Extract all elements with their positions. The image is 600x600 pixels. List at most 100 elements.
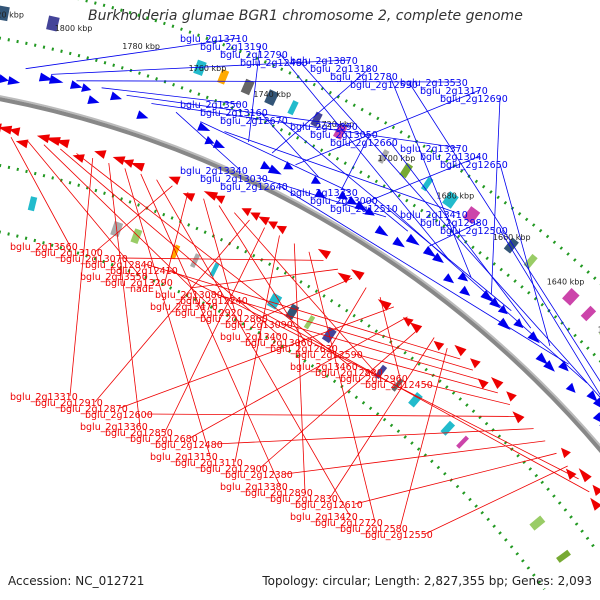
reverse-leader-26 (189, 316, 408, 439)
reverse-leader-23 (329, 287, 367, 349)
forward-gene-label-14: bglu_2g13040 (420, 152, 488, 163)
reverse-gene-19 (267, 221, 278, 230)
feature-bar-37 (374, 364, 388, 380)
forward-gene-25 (432, 252, 444, 263)
forward-gene-32 (497, 317, 511, 330)
forward-leader-16 (369, 199, 409, 232)
forward-gene-11 (212, 139, 225, 148)
forward-gene-28 (459, 285, 471, 296)
reverse-gene-4 (36, 134, 50, 144)
forward-gene-31 (497, 304, 508, 315)
reverse-gene-label-35: bglu_2g12600 (85, 410, 153, 421)
feature-bar-5 (264, 89, 279, 107)
reverse-gene-label-2: bglu_2g13470 (150, 302, 218, 313)
reverse-gene-5 (45, 137, 61, 146)
forward-gene-label-19: bglu_2g12780 (330, 72, 398, 83)
forward-gene-23 (405, 233, 420, 246)
reverse-gene-label-17: bglu_2g13110 (175, 458, 243, 469)
tick-label-6: 1700 kbp (378, 154, 416, 163)
reverse-gene-label-41: bglu_2g12240 (180, 296, 248, 307)
feature-bar-11 (420, 176, 434, 192)
forward-gene-2 (38, 72, 54, 82)
reverse-leader-3 (60, 148, 281, 337)
feature-bar-17 (580, 305, 597, 322)
reverse-leader-31 (214, 293, 474, 371)
reverse-leader-7 (124, 168, 211, 457)
forward-gene-label-16: bglu_2g13000 (310, 196, 378, 207)
feature-bar-13 (462, 206, 481, 225)
forward-leader-10 (271, 67, 371, 154)
reverse-gene-label-9: bglu_2g13420 (290, 512, 358, 523)
feature-bar-7 (310, 111, 323, 128)
feature-bar-32 (209, 262, 220, 277)
forward-gene-14 (283, 161, 294, 170)
reverse-gene-10 (122, 159, 134, 168)
reverse-gene-label-3: bglu_2g13400 (220, 332, 288, 343)
feature-bar-12 (442, 191, 459, 209)
feature-bar-39 (408, 392, 423, 408)
forward-gene-label-24: bglu_2g12640 (220, 182, 288, 193)
forward-gene-label-6: bglu_2g13340 (180, 166, 248, 177)
feature-bar-8 (332, 123, 348, 140)
tick-label-5: 1720 kbp (317, 120, 355, 129)
forward-leader-4 (126, 94, 351, 127)
forward-leader-2 (76, 80, 461, 83)
reverse-gene-11 (130, 162, 145, 172)
feature-bar-41 (456, 435, 469, 449)
reverse-gene-28 (454, 344, 467, 357)
reverse-gene-29 (470, 358, 481, 369)
forward-gene-37 (558, 360, 569, 372)
reverse-leader-9 (156, 179, 351, 517)
forward-leader-28 (409, 83, 600, 382)
reverse-leader-33 (354, 353, 498, 394)
reverse-leader-35 (144, 413, 522, 417)
reverse-gene-label-28: bglu_2g12830 (270, 494, 338, 505)
reverse-gene-label-39: bglu_2g12550 (365, 530, 433, 541)
tick-label-4: 1740 kbp (253, 90, 291, 99)
forward-gene-10 (204, 135, 215, 145)
forward-leader-5 (151, 103, 461, 149)
reverse-leader-28 (329, 337, 435, 499)
tick-label-10: 1620 kbp (598, 325, 600, 334)
forward-gene-15 (310, 175, 321, 184)
forward-leader-11 (295, 89, 481, 166)
reverse-leader-20 (119, 257, 324, 261)
reverse-gene-25 (402, 317, 414, 327)
reverse-gene-7 (72, 154, 85, 163)
reverse-gene-12 (168, 176, 181, 185)
reverse-gene-17 (250, 212, 261, 221)
feature-bar-1 (46, 15, 60, 32)
forward-leader-21 (279, 119, 512, 312)
reverse-gene-33 (512, 411, 525, 424)
reverse-leader-36 (214, 428, 534, 445)
forward-gene-label-22: bglu_2g12660 (330, 138, 398, 149)
forward-gene-13 (267, 164, 282, 175)
forward-gene-12 (260, 160, 271, 170)
reverse-leader-2 (43, 144, 211, 307)
forward-leader-22 (389, 141, 532, 329)
reverse-gene-label-34: bglu_2g12450 (365, 380, 433, 391)
forward-leader-19 (389, 75, 472, 278)
forward-gene-label-13: bglu_2g13050 (310, 130, 378, 141)
forward-gene-label-2: bglu_2g13530 (400, 78, 468, 89)
forward-gene-label-11: bglu_2g13170 (420, 86, 488, 97)
reverse-leader-6 (108, 163, 141, 427)
forward-gene-7 (110, 91, 122, 101)
forward-gene-35 (535, 352, 548, 365)
reverse-gene-label-6: bglu_2g13360 (80, 422, 148, 433)
forward-leader-15 (259, 177, 387, 218)
forward-gene-1 (7, 76, 21, 85)
reverse-leader-38 (354, 452, 557, 505)
forward-leader-7 (200, 121, 351, 193)
reverse-gene-label-23: bglu_2g12630 (270, 344, 338, 355)
forward-gene-label-7: bglu_2g13330 (290, 188, 358, 199)
forward-gene-label-5: bglu_2g13370 (400, 144, 468, 155)
forward-gene-label-25: bglu_2g12510 (330, 204, 398, 215)
forward-gene-22 (392, 236, 405, 248)
forward-gene-3 (48, 74, 64, 84)
reverse-gene-8 (94, 150, 107, 159)
reverse-gene-label-20: bglu_2g13070 (60, 254, 128, 265)
track-boundary-2 (0, 164, 599, 552)
reverse-leader-40 (169, 269, 579, 480)
